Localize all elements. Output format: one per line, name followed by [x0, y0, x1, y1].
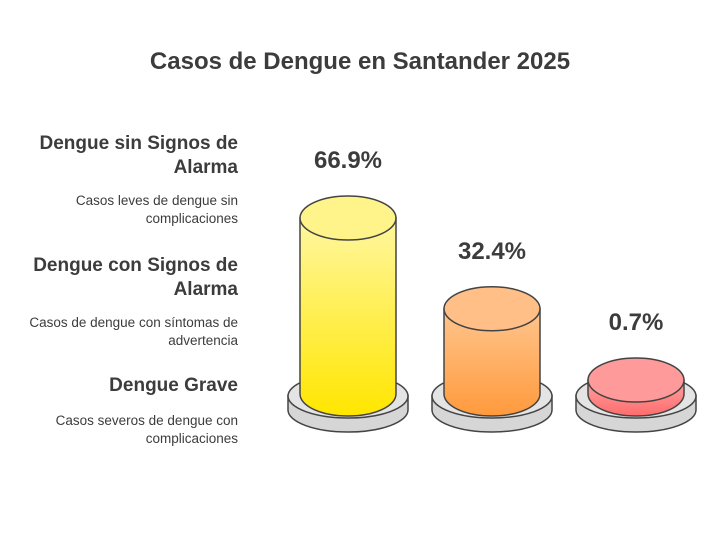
bar-1: [287, 195, 409, 433]
chart-title: Casos de Dengue en Santander 2025: [149, 48, 571, 75]
legend-item-sin-signos: Dengue sin Signos de Alarma Casos leves …: [0, 132, 238, 228]
value-label-1: 66.9%: [314, 147, 382, 174]
legend-item-grave: Dengue Grave Casos severos de dengue con…: [0, 374, 238, 448]
bar-body-1: [299, 217, 397, 417]
legend-item-con-signos: Dengue con Signos de Alarma Casos de den…: [0, 254, 238, 350]
legend-description: Casos leves de dengue sin complicaciones: [75, 193, 238, 226]
value-label-2: 32.4%: [458, 238, 526, 265]
legend-title: Dengue Grave: [109, 375, 238, 396]
value-label-3: 0.7%: [609, 309, 664, 336]
bar-cap-3: [587, 357, 685, 403]
legend-description: Casos de dengue con síntomas de adverten…: [29, 315, 238, 348]
bar-cap-1: [299, 195, 397, 241]
bar-cap-2: [443, 286, 541, 332]
legend-title: Dengue sin Signos de Alarma: [39, 133, 238, 178]
bar-3: [575, 357, 697, 433]
legend-title: Dengue con Signos de Alarma: [33, 255, 238, 300]
legend-description: Casos severos de dengue con complicacion…: [55, 413, 238, 446]
bar-body-2: [443, 308, 541, 417]
bar-2: [431, 286, 553, 433]
